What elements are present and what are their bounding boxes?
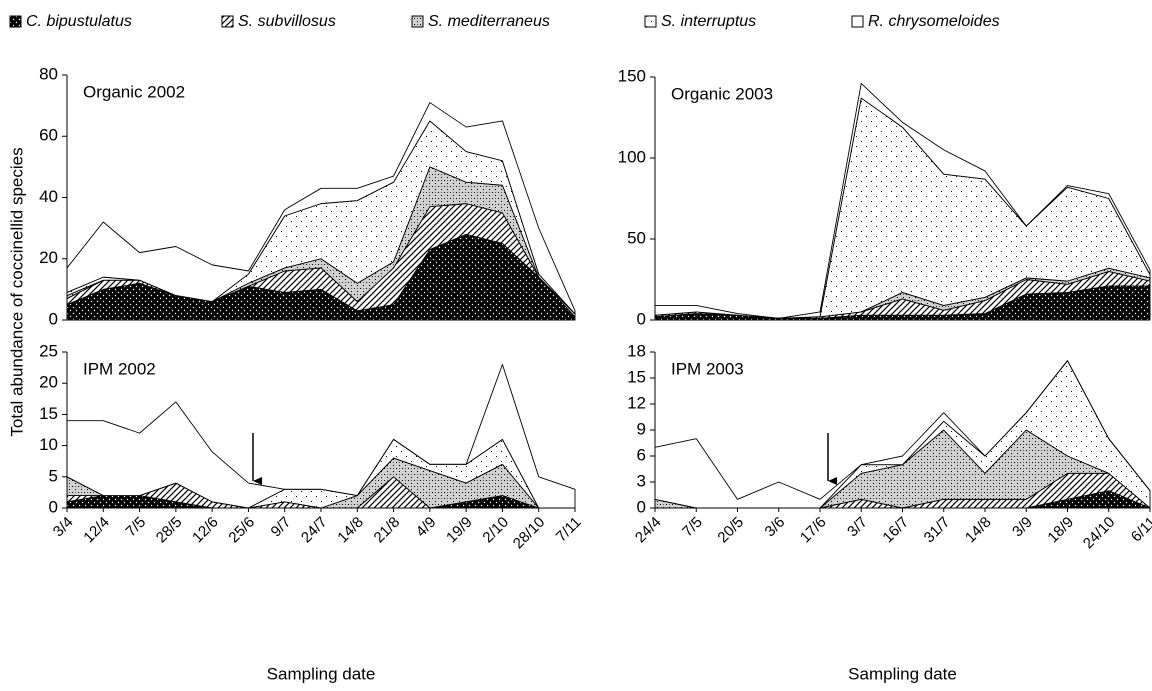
x-tick-label: 24/7 bbox=[298, 514, 331, 547]
y-tick-label: 0 bbox=[49, 309, 58, 328]
x-tick-label: 24/10 bbox=[1080, 514, 1119, 553]
y-tick-label: 6 bbox=[637, 445, 646, 464]
y-tick-label: 15 bbox=[627, 367, 646, 386]
x-tick-label: 25/6 bbox=[225, 514, 258, 547]
legend-swatch bbox=[221, 15, 234, 28]
x-tick-label: 7/5 bbox=[122, 514, 149, 541]
x-tick-label: 24/4 bbox=[632, 514, 665, 547]
y-tick-label: 20 bbox=[39, 373, 58, 392]
x-tick-label: 17/6 bbox=[797, 514, 830, 547]
y-tick-label: 9 bbox=[637, 419, 646, 438]
y-tick-label: 80 bbox=[39, 64, 58, 83]
y-tick-label: 100 bbox=[618, 147, 646, 166]
x-tick-label: 20/5 bbox=[714, 514, 747, 547]
y-tick-label: 50 bbox=[627, 228, 646, 247]
x-axis-label: Sampling date bbox=[848, 664, 957, 683]
panel-title: IPM 2002 bbox=[83, 359, 156, 378]
y-tick-label: 60 bbox=[39, 126, 58, 145]
x-tick-label: 14/8 bbox=[962, 514, 995, 547]
x-tick-label: 3/4 bbox=[50, 514, 77, 541]
x-tick-label: 6/11 bbox=[1128, 514, 1152, 546]
panel-title: Organic 2003 bbox=[671, 84, 773, 103]
legend-swatch bbox=[851, 15, 864, 28]
legend-swatch bbox=[644, 15, 657, 28]
y-tick-label: 0 bbox=[49, 497, 58, 516]
x-tick-label: 2/10 bbox=[479, 514, 512, 547]
x-tick-label: 28/10 bbox=[510, 514, 549, 553]
x-tick-label: 21/8 bbox=[371, 514, 404, 547]
y-tick-label: 12 bbox=[627, 393, 646, 412]
legend-label: R. chrysomeloides bbox=[868, 13, 1000, 30]
area bbox=[654, 83, 1151, 319]
y-tick-label: 0 bbox=[637, 497, 646, 516]
x-tick-label: 14/8 bbox=[334, 514, 367, 547]
x-tick-label: 7/11 bbox=[553, 514, 585, 546]
y-tick-label: 15 bbox=[39, 404, 58, 423]
y-tick-label: 20 bbox=[39, 248, 58, 267]
y-tick-label: 25 bbox=[39, 341, 58, 360]
y-tick-label: 18 bbox=[627, 341, 646, 360]
y-tick-label: 150 bbox=[618, 66, 646, 85]
y-tick-label: 40 bbox=[39, 187, 58, 206]
legend-label: S. interruptus bbox=[661, 13, 756, 30]
area bbox=[66, 102, 576, 315]
legend-swatch bbox=[411, 15, 424, 28]
x-tick-label: 4/9 bbox=[413, 514, 440, 541]
panel-title: Organic 2002 bbox=[83, 82, 185, 101]
y-tick-label: 5 bbox=[49, 466, 58, 485]
y-tick-label: 0 bbox=[637, 309, 646, 328]
x-tick-label: 3/7 bbox=[844, 514, 871, 541]
legend-label: S. mediterraneus bbox=[428, 13, 550, 30]
x-tick-label: 3/9 bbox=[1009, 514, 1036, 541]
x-tick-label: 19/9 bbox=[443, 514, 476, 547]
x-tick-label: 31/7 bbox=[921, 514, 954, 547]
y-tick-label: 3 bbox=[637, 471, 646, 490]
x-tick-label: 12/6 bbox=[189, 514, 222, 547]
x-tick-label: 9/7 bbox=[268, 514, 295, 541]
x-tick-label: 7/5 bbox=[679, 514, 706, 541]
x-tick-label: 3/6 bbox=[762, 514, 789, 541]
y-axis-label: Total abundance of coccinellid species bbox=[7, 147, 26, 436]
x-tick-label: 28/5 bbox=[153, 514, 186, 547]
panel-title: IPM 2003 bbox=[671, 359, 744, 378]
y-tick-label: 10 bbox=[39, 435, 58, 454]
x-tick-label: 18/9 bbox=[1044, 514, 1077, 547]
x-tick-label: 16/7 bbox=[879, 514, 912, 547]
x-tick-label: 12/4 bbox=[80, 514, 113, 547]
legend-label: S. subvillosus bbox=[238, 13, 336, 30]
legend-swatch bbox=[9, 15, 22, 28]
x-axis-label: Sampling date bbox=[267, 664, 376, 683]
legend-label: C. bipustulatus bbox=[26, 13, 132, 30]
